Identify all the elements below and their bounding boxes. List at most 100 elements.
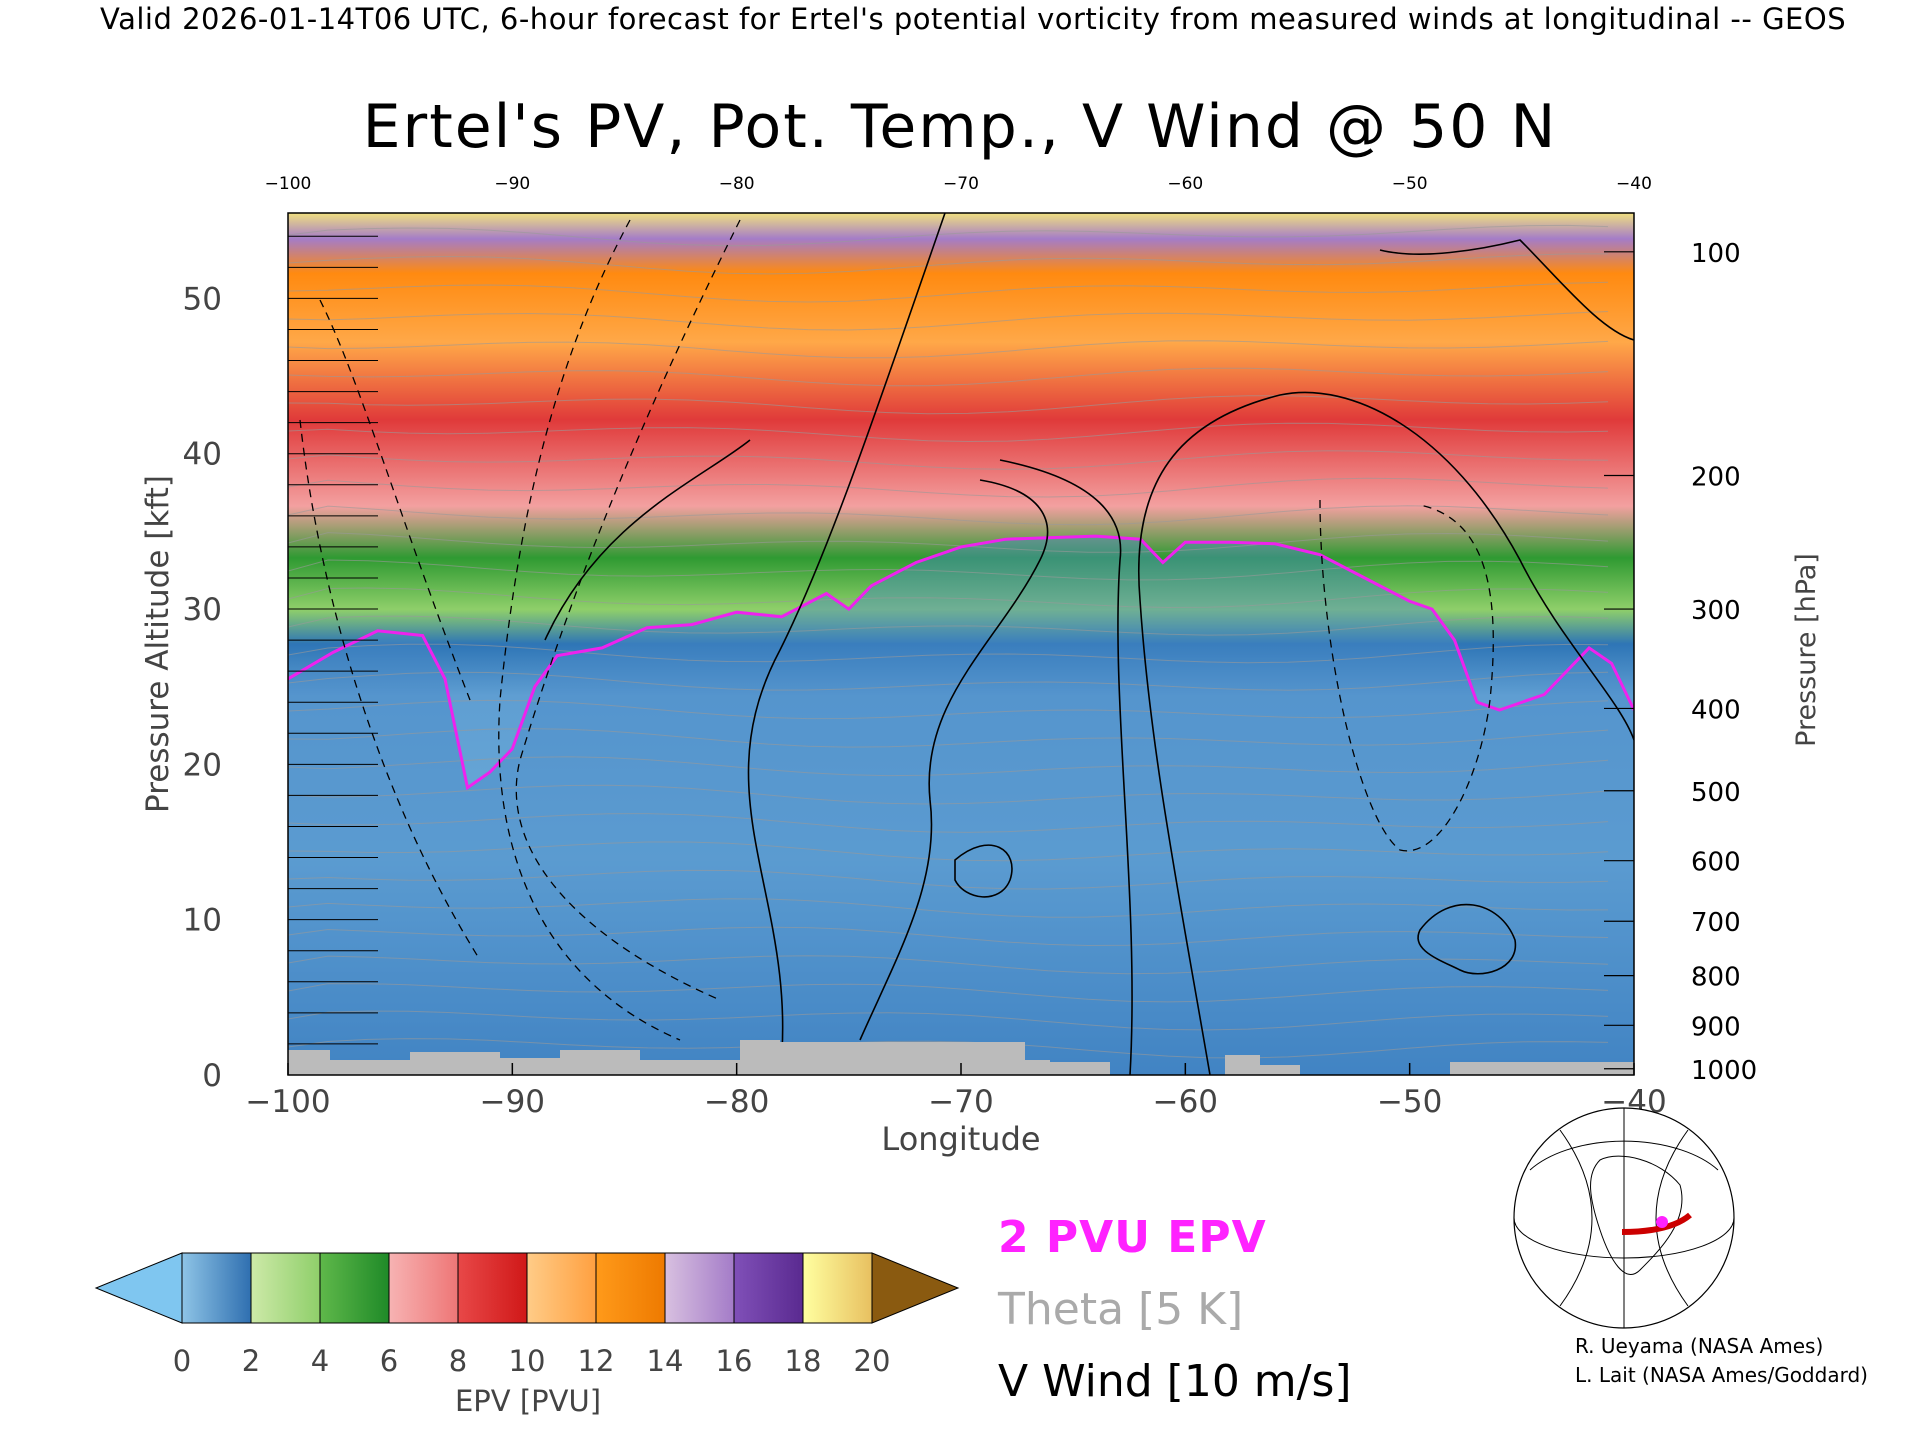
theta-contours (288, 224, 1609, 1059)
x-top-tick-label: −50 (1392, 174, 1428, 194)
theta-line (288, 926, 1609, 947)
y-right-tick-label: 500 (1691, 778, 1741, 808)
theta-line (288, 869, 1609, 890)
colorbar-tick-label: 16 (716, 1344, 753, 1378)
theta-line (288, 643, 1609, 664)
y-left-tick-label: 20 (183, 747, 222, 783)
theta-line (288, 671, 1609, 691)
colorbar-segment (595, 1252, 666, 1324)
y-left-tick-label: 50 (183, 281, 222, 317)
theta-line (288, 477, 1609, 498)
colorbar-segment (388, 1252, 459, 1324)
theta-line (288, 756, 1609, 777)
colorbar-tick-label: 18 (785, 1344, 822, 1378)
colorbar-segment (802, 1252, 873, 1324)
y-axis-left: 0 10 20 30 40 50 (183, 235, 378, 1094)
tropopause-2pvu-line (288, 534, 1634, 791)
theta-line (288, 841, 1609, 862)
theta-line (288, 340, 1609, 359)
theta-line (288, 699, 1609, 720)
y-right-tick-label: 100 (1691, 239, 1741, 269)
theta-line (288, 281, 1609, 303)
x-top-tick-label: −90 (494, 174, 530, 194)
colorbar-segment (250, 1252, 321, 1324)
v-wind-contours (299, 213, 1634, 1075)
y-right-tick-label: 1000 (1691, 1056, 1757, 1086)
colorbar-under-arrow (94, 1252, 183, 1324)
y-left-tick-label: 30 (183, 592, 222, 628)
theta-line (288, 1010, 1609, 1031)
y-right-tick-label: 300 (1691, 596, 1741, 626)
theta-line (288, 898, 1609, 918)
legend-theta: Theta [5 K] (998, 1284, 1244, 1335)
theta-line (288, 559, 1609, 581)
colorbar-tick-label: 20 (854, 1344, 891, 1378)
colorbar-tick-label: 12 (578, 1344, 615, 1378)
y-right-tick-label: 600 (1691, 848, 1741, 878)
y-left-tick-label: 0 (202, 1058, 222, 1094)
theta-line (288, 505, 1609, 526)
x-axis-label: Longitude (881, 1120, 1040, 1158)
plot-area (288, 213, 1634, 1075)
terrain (288, 1040, 1634, 1075)
y-axis-label-left: Pressure Altitude [kft] (140, 475, 176, 813)
x-top-tick-label: −70 (943, 174, 979, 194)
theta-line (288, 955, 1609, 975)
y-axis-label-right: Pressure [hPa] (1791, 553, 1822, 747)
x-axis-top: −100 −90 −80 −70 −60 −50 −40 (265, 174, 1652, 194)
x-top-tick-label: −40 (1616, 174, 1652, 194)
colorbar-segment (664, 1252, 735, 1324)
y-left-tick-label: 10 (183, 903, 222, 939)
x-tick-label: −80 (704, 1084, 769, 1120)
colorbar-tick-label: 8 (449, 1344, 467, 1378)
x-tick-label: −90 (480, 1084, 545, 1120)
credit-line-1: R. Ueyama (NASA Ames) (1575, 1334, 1824, 1358)
y-left-tick-label: 40 (183, 437, 222, 473)
chart-title: Ertel's PV, Pot. Temp., V Wind @ 50 N (362, 92, 1558, 162)
x-axis-bottom: −100 −90 −80 −70 −60 −50 −40 (245, 1063, 1667, 1120)
x-tick-label: −60 (1153, 1084, 1218, 1120)
theta-line (288, 422, 1609, 443)
colorbar-tick-label: 10 (509, 1344, 546, 1378)
globe-inset (1513, 1107, 1735, 1329)
x-top-tick-label: −60 (1167, 174, 1203, 194)
theta-line (288, 450, 1609, 470)
y-right-tick-label: 800 (1691, 963, 1741, 993)
colorbar-segment (526, 1252, 597, 1324)
legend-epv: 2 PVU EPV (998, 1212, 1267, 1263)
colorbar-segment (457, 1252, 528, 1324)
colorbar-tick-label: 4 (311, 1344, 329, 1378)
theta-line (288, 395, 1609, 415)
theta-line (288, 1038, 1609, 1059)
colorbar-tick-label: 14 (647, 1344, 684, 1378)
theta-line (288, 728, 1609, 748)
header-text: Valid 2026-01-14T06 UTC, 6-hour forecast… (100, 2, 1847, 36)
x-tick-label: −100 (245, 1084, 330, 1120)
x-top-tick-label: −100 (265, 174, 312, 194)
x-top-tick-label: −80 (719, 174, 755, 194)
theta-line (288, 224, 1609, 247)
colorbar-tick-label: 2 (242, 1344, 260, 1378)
colorbar-label: EPV [PVU] (455, 1384, 601, 1418)
colorbar-segment (181, 1252, 252, 1324)
y-right-tick-label: 900 (1691, 1012, 1741, 1042)
theta-line (288, 367, 1609, 387)
colorbar-tick-label: 6 (380, 1344, 398, 1378)
y-right-tick-label: 400 (1691, 695, 1741, 725)
theta-line (288, 587, 1609, 609)
colorbar-tick-label: 0 (173, 1344, 191, 1378)
y-axis-right: 100 200 300 400 500 600 700 800 900 1000 (1604, 239, 1757, 1086)
y-right-tick-label: 700 (1691, 908, 1741, 938)
colorbar-segment (319, 1252, 390, 1324)
theta-line (288, 813, 1609, 833)
theta-line (288, 532, 1609, 553)
legend-v-wind: V Wind [10 m/s] (998, 1356, 1352, 1407)
x-tick-label: −50 (1377, 1084, 1442, 1120)
theta-line (288, 983, 1609, 1003)
x-tick-label: −70 (928, 1084, 993, 1120)
colorbar: 0 2 4 6 8 10 12 14 16 18 20 (94, 1252, 960, 1378)
troposphere-fill (288, 536, 1634, 1075)
colorbar-segment (733, 1252, 804, 1324)
y-right-tick-label: 200 (1691, 462, 1741, 492)
